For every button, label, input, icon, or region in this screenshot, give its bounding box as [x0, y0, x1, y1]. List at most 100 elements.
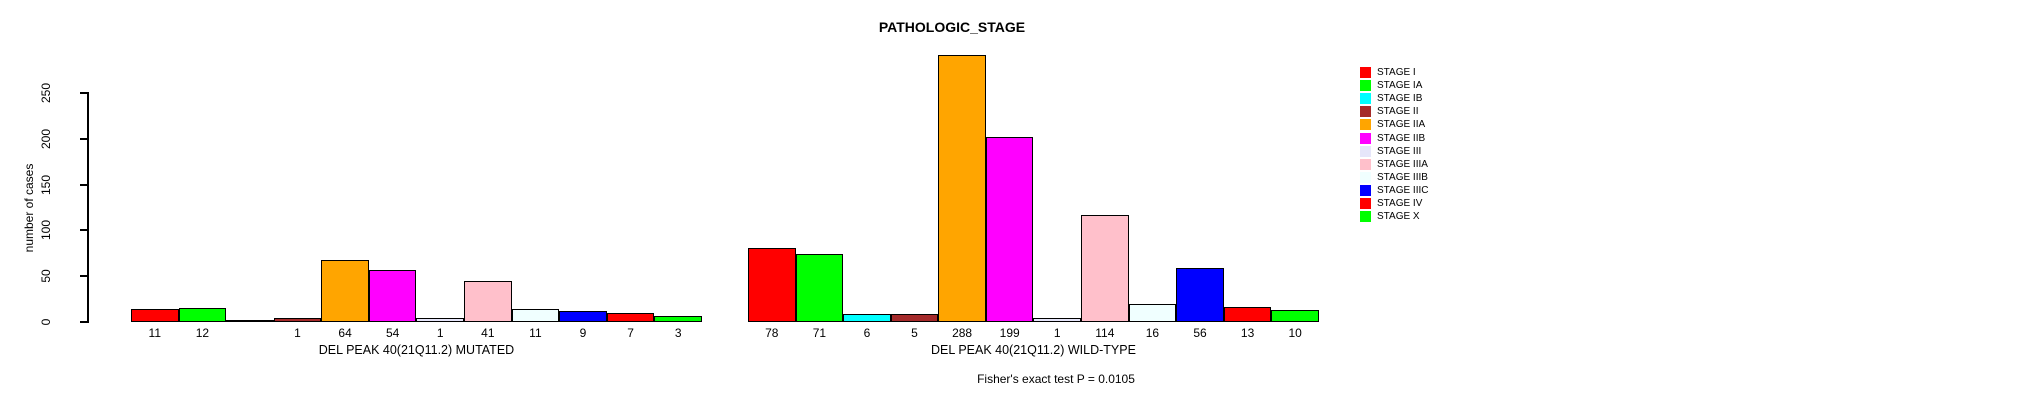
bar-value-label: 9: [579, 326, 587, 340]
y-axis-line: [87, 92, 89, 323]
legend-item: STAGE X: [1360, 210, 1420, 223]
y-tick: [80, 321, 88, 323]
y-tick: [80, 275, 88, 278]
bar: [1033, 318, 1082, 322]
legend-label: STAGE IIIC: [1377, 184, 1429, 196]
legend-swatch: [1360, 132, 1371, 144]
y-tick-label: 200: [39, 128, 53, 149]
bar-value-label: 7: [627, 326, 634, 340]
bar: [273, 318, 322, 322]
legend-label: STAGE X: [1377, 211, 1420, 223]
y-tick-label: 150: [39, 174, 53, 195]
bar: [464, 281, 512, 322]
bar-value-label: 12: [195, 326, 210, 340]
legend-item: STAGE IA: [1360, 79, 1422, 92]
y-tick: [80, 183, 88, 186]
y-tick: [80, 229, 88, 232]
bar: [1176, 268, 1224, 322]
bar: [654, 316, 702, 322]
bar: [985, 137, 1034, 322]
legend-label: STAGE IA: [1377, 80, 1423, 92]
bar: [226, 320, 274, 322]
legend-label: STAGE I: [1377, 67, 1416, 78]
legend-swatch: [1360, 198, 1371, 209]
x-axis-group-label: DEL PEAK 40(21Q11.2) WILD-TYPE: [930, 343, 1136, 357]
legend-swatch: [1360, 106, 1371, 118]
bar-value-label: 6: [863, 326, 871, 340]
bar: [1223, 307, 1272, 322]
y-tick-label: 0: [39, 318, 53, 326]
bar: [178, 308, 227, 322]
legend-label: STAGE IIA: [1377, 119, 1426, 131]
bar: [416, 318, 465, 322]
legend-label: STAGE II: [1377, 106, 1419, 118]
bar-value-label: 71: [812, 326, 827, 340]
legend-swatch: [1360, 211, 1371, 223]
legend-swatch: [1360, 119, 1371, 131]
bar-value-label: 78: [765, 326, 779, 340]
legend-swatch: [1360, 171, 1371, 183]
bar-value-label: 5: [911, 326, 918, 340]
legend-label: STAGE IIB: [1377, 132, 1426, 144]
fisher-test-annotation: Fisher's exact test P = 0.0105: [977, 372, 1135, 386]
legend-label: STAGE III: [1377, 145, 1422, 157]
legend-item: STAGE IIIC: [1360, 184, 1429, 197]
legend-item: STAGE II: [1360, 105, 1419, 118]
bar: [843, 314, 891, 322]
bar-value-label: 11: [148, 326, 162, 340]
y-tick-label: 250: [39, 82, 53, 104]
bar-value-label: 16: [1145, 326, 1160, 340]
y-tick: [80, 92, 88, 94]
bar-value-label: 1: [1053, 326, 1061, 340]
bar-value-label: 288: [952, 326, 973, 340]
legend-item: STAGE IV: [1360, 197, 1422, 210]
legend-label: STAGE IB: [1377, 93, 1423, 105]
bar-value-label: 13: [1240, 326, 1255, 340]
legend-item: STAGE III: [1360, 145, 1421, 158]
legend-item: STAGE IIIA: [1360, 158, 1428, 171]
y-tick: [80, 137, 88, 140]
bar-value-label: 1: [436, 326, 444, 340]
bar: [511, 309, 560, 322]
bar: [1271, 310, 1319, 322]
bar-value-label: 64: [338, 326, 352, 340]
bar-value-label: 1: [294, 326, 301, 340]
legend-swatch: [1360, 80, 1371, 92]
bar: [606, 313, 655, 322]
bar: [368, 270, 417, 322]
legend-swatch: [1360, 145, 1371, 157]
legend-swatch: [1360, 158, 1371, 170]
bar: [131, 309, 179, 322]
x-axis-group-label: DEL PEAK 40(21Q11.2) MUTATED: [318, 343, 515, 357]
bar-value-label: 114: [1095, 326, 1115, 340]
bar-value-label: 54: [386, 326, 400, 340]
bar: [1128, 304, 1177, 322]
legend-label: STAGE IV: [1377, 198, 1423, 209]
legend-item: STAGE IIA: [1360, 118, 1425, 131]
legend-swatch: [1360, 67, 1371, 78]
bar-value-label: 199: [999, 326, 1020, 340]
legend-item: STAGE IB: [1360, 92, 1422, 105]
bar-value-label: 11: [529, 326, 542, 340]
legend-swatch: [1360, 93, 1371, 105]
bar: [559, 311, 607, 322]
legend-label: STAGE IIIB: [1377, 171, 1428, 183]
legend-item: STAGE I: [1360, 66, 1416, 79]
y-tick-label: 50: [39, 269, 53, 283]
legend-item: STAGE IIB: [1360, 132, 1425, 145]
legend-label: STAGE IIIA: [1377, 158, 1428, 170]
bar: [321, 260, 369, 322]
legend-swatch: [1360, 184, 1371, 196]
bar-value-label: 3: [674, 326, 682, 340]
bar: [795, 254, 844, 322]
bar-value-label: 41: [481, 326, 495, 340]
bar: [938, 55, 986, 322]
bar: [1081, 215, 1129, 322]
bar-value-label: 10: [1288, 326, 1302, 340]
bar: [890, 314, 939, 322]
y-tick-label: 100: [39, 220, 53, 241]
bar-value-label: 56: [1193, 326, 1207, 340]
bar: [748, 248, 796, 322]
chart-title: PATHOLOGIC_STAGE: [878, 19, 1026, 35]
